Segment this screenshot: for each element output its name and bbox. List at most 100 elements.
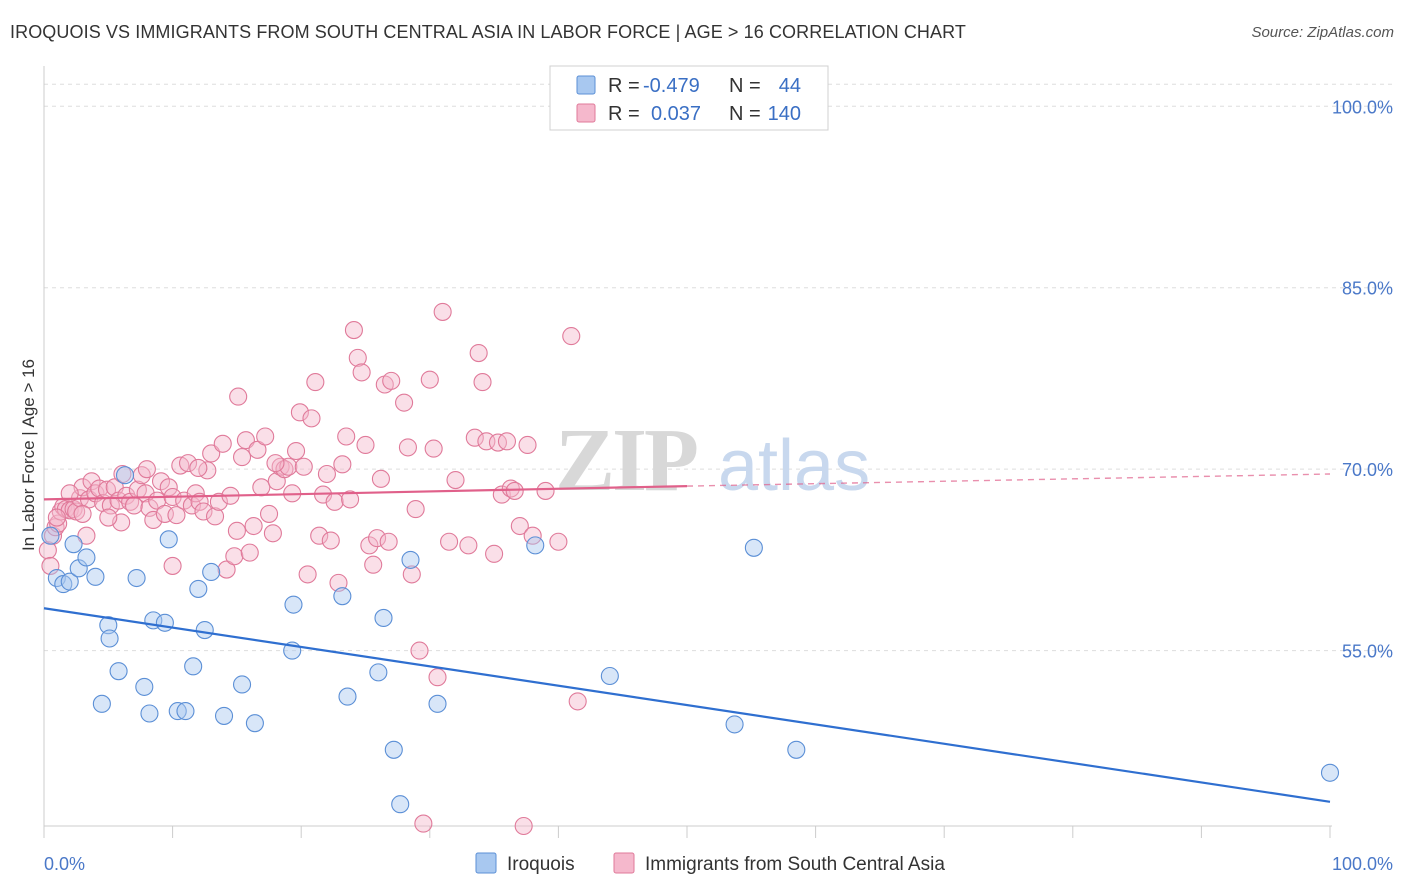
point-iroquois bbox=[127, 568, 146, 588]
x-tick-label: 100.0% bbox=[1332, 854, 1393, 874]
point-immigrants bbox=[337, 427, 356, 446]
point-immigrants bbox=[202, 444, 221, 463]
point-immigrants bbox=[82, 472, 101, 491]
point-immigrants bbox=[209, 492, 228, 511]
trend-line-immigrants-projection bbox=[686, 473, 1331, 487]
legend-r-label: R = bbox=[608, 75, 640, 97]
point-immigrants bbox=[364, 555, 383, 574]
point-iroquois bbox=[232, 675, 252, 694]
point-immigrants bbox=[518, 435, 537, 455]
point-immigrants bbox=[248, 440, 267, 459]
point-immigrants bbox=[562, 327, 581, 346]
legend-n-value: 44 bbox=[779, 75, 801, 97]
point-immigrants bbox=[440, 532, 459, 551]
point-immigrants bbox=[433, 302, 452, 321]
point-immigrants bbox=[428, 668, 447, 687]
trend-lines bbox=[43, 473, 1331, 803]
point-immigrants bbox=[488, 433, 508, 452]
y-tick-label: 100.0% bbox=[1332, 97, 1393, 117]
bottom-legend-immigrants: Immigrants from South Central Asia bbox=[645, 854, 945, 875]
point-immigrants bbox=[99, 508, 118, 527]
point-immigrants bbox=[266, 454, 285, 473]
bottom-legend-swatch-immigrants bbox=[613, 852, 635, 874]
point-iroquois bbox=[77, 548, 96, 567]
point-iroquois bbox=[195, 620, 214, 640]
point-immigrants bbox=[73, 504, 92, 523]
y-tick-label: 85.0% bbox=[1342, 279, 1393, 299]
watermark-atlas: atlas bbox=[718, 426, 870, 506]
point-immigrants bbox=[38, 541, 57, 560]
legend-swatch-immigrants bbox=[576, 103, 596, 123]
legend-box bbox=[549, 65, 829, 131]
point-iroquois bbox=[202, 562, 221, 582]
point-immigrants bbox=[47, 508, 66, 527]
point-immigrants bbox=[549, 532, 568, 551]
point-immigrants bbox=[178, 454, 198, 473]
point-immigrants bbox=[356, 435, 375, 455]
legend-n-value: 140 bbox=[768, 103, 801, 125]
point-immigrants bbox=[379, 532, 398, 551]
point-immigrants bbox=[287, 441, 306, 461]
point-immigrants bbox=[317, 464, 336, 484]
x-tick-labels: 0.0% 100.0% bbox=[44, 854, 1393, 874]
point-immigrants bbox=[236, 431, 255, 450]
point-immigrants bbox=[90, 479, 109, 498]
point-immigrants bbox=[263, 524, 282, 543]
point-immigrants bbox=[398, 438, 417, 457]
point-iroquois bbox=[92, 694, 111, 713]
y-tick-label: 70.0% bbox=[1342, 460, 1393, 480]
point-iroquois bbox=[214, 706, 234, 725]
legend-n-label: N = bbox=[729, 75, 761, 97]
point-iroquois bbox=[725, 715, 744, 734]
point-immigrants bbox=[137, 460, 156, 479]
point-immigrants bbox=[189, 458, 208, 478]
point-iroquois bbox=[140, 704, 159, 723]
point-immigrants bbox=[244, 516, 263, 536]
y-tick-labels: 55.0% 70.0% 85.0% 100.0% bbox=[1332, 97, 1393, 661]
point-immigrants bbox=[140, 498, 159, 517]
point-immigrants bbox=[348, 348, 367, 367]
point-iroquois bbox=[374, 608, 393, 627]
series-iroquois-points bbox=[41, 466, 1340, 814]
point-immigrants bbox=[194, 502, 213, 521]
bottom-legend-swatch-iroquois bbox=[475, 852, 497, 874]
point-immigrants bbox=[510, 516, 529, 536]
watermark-zip: ZIP bbox=[555, 411, 697, 510]
legend-r-value: -0.479 bbox=[643, 75, 700, 97]
point-iroquois bbox=[86, 567, 105, 586]
point-immigrants bbox=[477, 432, 496, 451]
point-immigrants bbox=[505, 481, 524, 500]
point-immigrants bbox=[410, 641, 429, 660]
point-iroquois bbox=[526, 536, 545, 555]
point-immigrants bbox=[205, 507, 225, 526]
x-tick-label: 0.0% bbox=[44, 854, 85, 874]
point-immigrants bbox=[186, 484, 205, 503]
point-iroquois bbox=[787, 740, 806, 759]
point-immigrants bbox=[325, 492, 344, 511]
point-immigrants bbox=[473, 373, 492, 392]
point-iroquois bbox=[189, 579, 208, 598]
point-immigrants bbox=[321, 531, 340, 550]
point-immigrants bbox=[371, 469, 390, 488]
point-immigrants bbox=[368, 529, 387, 548]
point-immigrants bbox=[190, 492, 209, 511]
point-immigrants bbox=[163, 556, 182, 575]
point-immigrants bbox=[459, 536, 478, 555]
point-iroquois bbox=[168, 702, 187, 721]
point-immigrants bbox=[60, 484, 79, 503]
point-immigrants bbox=[360, 536, 379, 555]
point-immigrants bbox=[536, 481, 555, 500]
point-immigrants bbox=[227, 521, 246, 540]
point-immigrants bbox=[352, 363, 371, 382]
point-iroquois bbox=[391, 795, 410, 814]
point-iroquois bbox=[155, 613, 174, 632]
point-immigrants bbox=[333, 455, 352, 474]
point-immigrants bbox=[229, 387, 248, 406]
point-iroquois bbox=[135, 677, 154, 696]
point-immigrants bbox=[420, 370, 439, 389]
point-iroquois bbox=[115, 466, 135, 485]
point-iroquois bbox=[600, 666, 619, 686]
series-immigrants-points bbox=[38, 302, 587, 836]
point-immigrants bbox=[424, 439, 443, 458]
